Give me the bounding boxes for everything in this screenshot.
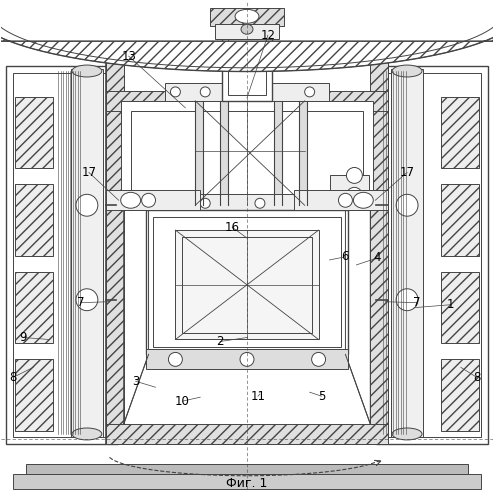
Bar <box>13 474 481 488</box>
Text: 2: 2 <box>216 335 224 348</box>
Bar <box>383 73 481 437</box>
Text: 17: 17 <box>400 166 414 179</box>
Bar <box>71 69 103 437</box>
Bar <box>182 237 312 332</box>
Text: 4: 4 <box>373 252 381 264</box>
Bar <box>106 424 388 444</box>
Ellipse shape <box>392 428 422 440</box>
Ellipse shape <box>200 87 210 97</box>
Bar <box>441 184 479 256</box>
Bar <box>165 83 329 101</box>
Ellipse shape <box>76 289 98 310</box>
Ellipse shape <box>241 24 253 34</box>
Ellipse shape <box>255 87 265 97</box>
Bar <box>210 8 284 26</box>
Ellipse shape <box>72 428 102 440</box>
Bar <box>153 217 341 348</box>
Ellipse shape <box>312 352 326 366</box>
Text: 9: 9 <box>20 331 27 344</box>
Bar <box>376 66 488 444</box>
Ellipse shape <box>142 194 156 207</box>
Ellipse shape <box>240 352 254 366</box>
Ellipse shape <box>353 192 373 208</box>
Bar <box>222 22 272 101</box>
Ellipse shape <box>255 198 265 208</box>
Bar <box>15 360 53 431</box>
Bar <box>121 101 373 210</box>
Bar <box>329 176 370 196</box>
Text: 1: 1 <box>447 298 454 311</box>
Text: 16: 16 <box>225 220 240 234</box>
Polygon shape <box>0 12 494 72</box>
Bar <box>370 56 388 444</box>
Bar <box>106 56 124 444</box>
Ellipse shape <box>338 194 352 207</box>
Text: 13: 13 <box>121 50 136 62</box>
Text: 3: 3 <box>132 375 139 388</box>
Bar <box>441 272 479 344</box>
Bar <box>15 272 53 344</box>
Text: 12: 12 <box>260 28 275 42</box>
Ellipse shape <box>396 289 418 310</box>
Bar <box>441 360 479 431</box>
Text: 10: 10 <box>175 394 190 407</box>
Ellipse shape <box>305 198 315 208</box>
Ellipse shape <box>121 192 141 208</box>
Ellipse shape <box>72 65 102 77</box>
Bar <box>146 350 348 370</box>
Ellipse shape <box>346 188 362 204</box>
Ellipse shape <box>392 65 422 77</box>
Bar <box>15 184 53 256</box>
Bar <box>130 111 364 200</box>
Bar <box>106 56 388 444</box>
Bar <box>195 101 203 206</box>
Text: 5: 5 <box>318 390 325 402</box>
Text: 17: 17 <box>82 166 96 179</box>
Text: Фиг. 1: Фиг. 1 <box>226 477 268 490</box>
Text: 7: 7 <box>413 296 421 309</box>
Bar <box>294 190 388 210</box>
Ellipse shape <box>76 194 98 216</box>
Bar <box>391 69 423 437</box>
Bar <box>13 73 111 437</box>
Bar <box>175 230 319 340</box>
Bar <box>228 28 266 95</box>
Bar <box>106 91 388 111</box>
Ellipse shape <box>170 198 180 208</box>
Bar <box>165 194 329 212</box>
Bar <box>274 101 282 206</box>
Bar <box>220 101 228 206</box>
Text: 7: 7 <box>77 296 84 309</box>
Ellipse shape <box>235 10 259 24</box>
Text: 11: 11 <box>250 390 265 402</box>
Bar <box>215 24 279 39</box>
Ellipse shape <box>346 168 362 184</box>
Bar <box>15 97 53 168</box>
Bar <box>441 97 479 168</box>
Bar <box>299 101 307 206</box>
Text: 6: 6 <box>341 250 348 264</box>
Bar <box>26 464 468 473</box>
Text: 8: 8 <box>10 371 17 384</box>
Bar <box>106 190 200 210</box>
Bar <box>6 66 118 444</box>
Bar <box>146 210 348 354</box>
Ellipse shape <box>305 87 315 97</box>
Ellipse shape <box>168 352 182 366</box>
Ellipse shape <box>200 198 210 208</box>
Ellipse shape <box>396 194 418 216</box>
Ellipse shape <box>170 87 180 97</box>
Text: 8: 8 <box>473 371 480 384</box>
